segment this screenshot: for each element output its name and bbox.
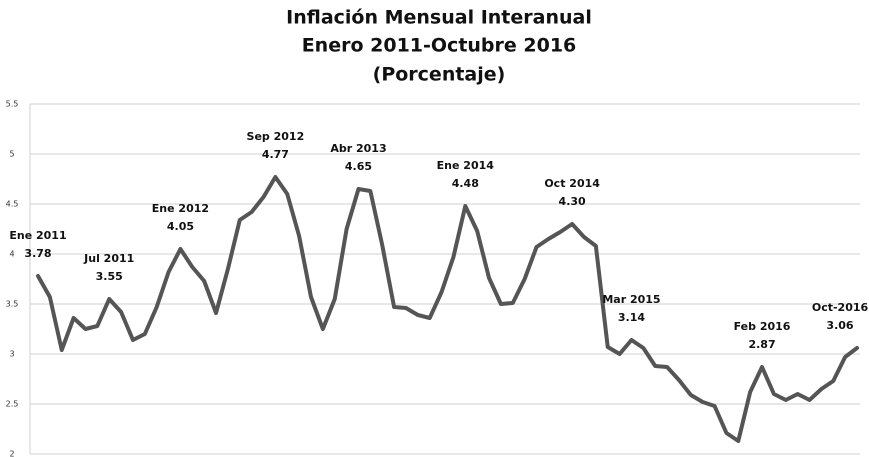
y-tick-label: 3 <box>9 350 14 359</box>
y-tick-label: 2 <box>9 450 14 457</box>
annotation-label: Ene 2011 <box>9 229 66 242</box>
annotation-value: 3.06 <box>826 319 853 332</box>
annotation-label: Jul 2011 <box>83 252 134 265</box>
annotation-value: 4.30 <box>559 195 586 208</box>
line-series <box>36 175 859 443</box>
y-tick-label: 2.5 <box>6 400 19 409</box>
annotation-label: Ene 2014 <box>437 159 495 172</box>
y-tick-label: 5.5 <box>6 100 19 109</box>
chart-subtitle: Enero 2011-Octubre 2016 <box>302 35 577 57</box>
annotation-label: Oct-2016 <box>812 301 869 314</box>
y-tick-label: 5 <box>9 150 14 159</box>
annotation-label: Mar 2015 <box>602 293 660 306</box>
y-tick-label: 4 <box>9 250 14 259</box>
annotation-value: 4.65 <box>345 160 372 173</box>
annotation-label: Abr 2013 <box>330 142 386 155</box>
chart-title: Inflación Mensual Interanual <box>286 7 592 29</box>
annotation-value: 3.55 <box>96 270 123 283</box>
chart-subtitle: (Porcentaje) <box>373 64 506 86</box>
y-tick-label: 4.5 <box>6 200 19 209</box>
annotation-value: 4.48 <box>452 177 479 190</box>
y-tick-label: 3.5 <box>6 300 19 309</box>
annotation-value: 3.78 <box>24 247 51 260</box>
annotation-label: Feb 2016 <box>734 320 791 333</box>
annotation-label: Ene 2012 <box>152 202 209 215</box>
annotation-label: Sep 2012 <box>247 130 305 143</box>
annotation-value: 2.87 <box>748 338 775 351</box>
annotation-value: 4.05 <box>167 220 194 233</box>
annotation-label: Oct 2014 <box>544 177 600 190</box>
annotation-value: 4.77 <box>262 148 289 161</box>
annotation-value: 3.14 <box>618 311 645 324</box>
